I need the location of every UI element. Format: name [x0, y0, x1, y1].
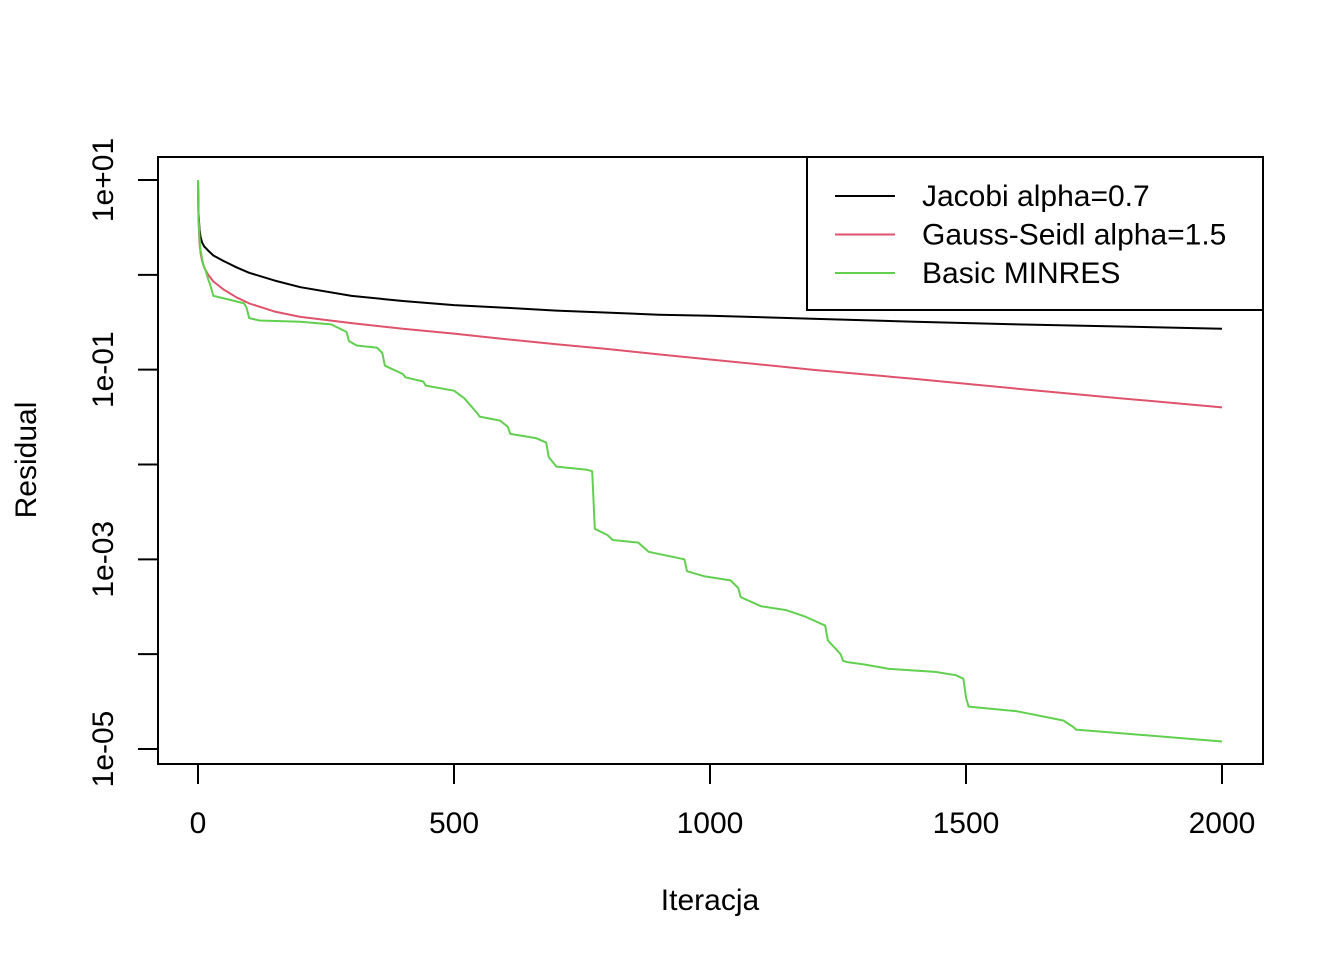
legend-label-1: Gauss-Seidl alpha=1.5: [922, 219, 1226, 252]
series-line-2: [197, 179, 1223, 743]
legend-label-2: Basic MINRES: [922, 257, 1120, 290]
x-tick-label: 1500: [933, 807, 1000, 840]
x-tick-label: 1000: [677, 807, 744, 840]
x-axis-label: Iteracja: [661, 884, 760, 917]
x-tick-label: 2000: [1189, 807, 1256, 840]
y-tick-label: 1e+01: [87, 138, 120, 222]
series-layer: [197, 179, 1223, 743]
y-tick-label: 1e-05: [87, 711, 120, 788]
x-tick-label: 500: [429, 807, 479, 840]
y-tick-label: 1e-03: [87, 521, 120, 598]
series-line-0: [197, 179, 1223, 330]
legend: Jacobi alpha=0.7 Gauss-Seidl alpha=1.5 Bas…: [806, 156, 1264, 311]
y-tick-label: 1e-01: [87, 331, 120, 408]
y-axis: 1e+01 1e-01 1e-03 1e-05: [87, 138, 159, 788]
y-axis-label: Residual: [10, 402, 43, 519]
x-axis: 0 500 1000 1500 2000: [190, 763, 1256, 840]
x-tick-label: 0: [190, 807, 207, 840]
legend-label-0: Jacobi alpha=0.7: [922, 180, 1150, 213]
